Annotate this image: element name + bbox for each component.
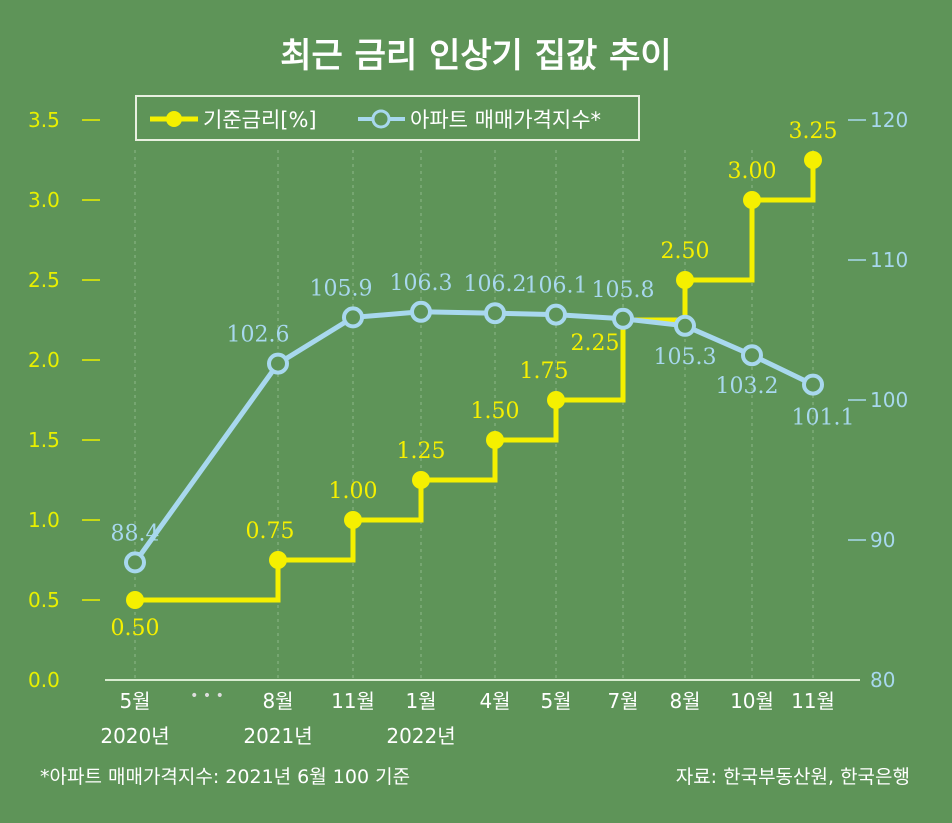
rate-data-label: 2.25 xyxy=(571,331,620,356)
left-tick-label: 1.5 xyxy=(28,428,60,452)
index-data-label: 102.6 xyxy=(227,323,290,348)
left-tick-label: 3.5 xyxy=(28,108,60,132)
index-point xyxy=(545,303,567,326)
axis-break-dots: • • • xyxy=(190,688,224,704)
rate-point xyxy=(412,471,430,489)
index-data-label: 106.3 xyxy=(390,271,453,296)
index-data-label: 101.1 xyxy=(792,406,855,431)
rate-step-line xyxy=(135,160,816,603)
left-tick-label: 3.0 xyxy=(28,188,60,212)
x-tick-label: 8월 xyxy=(262,689,293,713)
index-data-label: 105.3 xyxy=(654,345,717,370)
legend-index-marker xyxy=(371,109,391,129)
x-tick-label: 11월 xyxy=(791,689,835,713)
rate-point xyxy=(486,431,504,449)
index-line xyxy=(132,309,815,564)
source: 자료: 한국부동산원, 한국은행 xyxy=(675,766,910,788)
rate-point xyxy=(676,271,694,289)
rate-data-label: 0.50 xyxy=(111,616,160,641)
index-data-label: 106.2 xyxy=(464,272,527,297)
x-tick-label: 8월 xyxy=(669,689,700,713)
x-tick-label: 11월 xyxy=(331,689,375,713)
rate-data-label: 0.75 xyxy=(246,519,295,544)
right-tick-label: 100 xyxy=(870,388,908,412)
legend-rate-label: 기준금리[%] xyxy=(203,108,317,132)
index-point xyxy=(342,306,364,329)
rate-data-label: 3.00 xyxy=(728,159,777,184)
left-tick-label: 2.5 xyxy=(28,268,60,292)
left-tick-label: 1.0 xyxy=(28,508,60,532)
index-data-label: 103.2 xyxy=(716,374,779,399)
footnote: *아파트 매매가격지수: 2021년 6월 100 기준 xyxy=(40,766,411,788)
x-tick-label: 4월 xyxy=(479,689,510,713)
rate-point xyxy=(743,191,761,209)
index-data-label: 106.1 xyxy=(525,274,588,299)
legend-index-label: 아파트 매매가격지수* xyxy=(410,108,601,132)
right-tick-label: 120 xyxy=(870,108,908,132)
rate-point xyxy=(344,511,362,529)
rate-data-label: 1.25 xyxy=(397,439,446,464)
left-tick-label: 0.5 xyxy=(28,588,60,612)
year-label: 2020년 xyxy=(100,724,169,748)
legend xyxy=(135,95,640,141)
rate-data-label: 1.50 xyxy=(471,399,520,424)
rate-data-label: 2.50 xyxy=(661,239,710,264)
right-tick-label: 90 xyxy=(870,528,895,552)
x-tick-label: 7월 xyxy=(607,689,638,713)
index-data-label: 105.9 xyxy=(310,276,373,301)
year-label: 2021년 xyxy=(243,724,312,748)
rate-data-label: 1.75 xyxy=(520,359,569,384)
chart-title: 최근 금리 인상기 집값 추이 xyxy=(280,36,672,76)
rate-point xyxy=(547,391,565,409)
right-tick-label: 80 xyxy=(870,668,895,692)
x-tick-label: 5월 xyxy=(119,689,150,713)
index-point xyxy=(484,302,506,325)
index-point xyxy=(612,307,634,330)
x-tick-label: 5월 xyxy=(540,689,571,713)
index-point xyxy=(267,352,289,375)
rate-data-label: 1.00 xyxy=(329,479,378,504)
index-data-label: 105.8 xyxy=(592,278,655,303)
left-tick-label: 2.0 xyxy=(28,348,60,372)
x-tick-label: 1월 xyxy=(405,689,436,713)
rate-point xyxy=(269,551,287,569)
right-tick-label: 110 xyxy=(870,248,908,272)
rate-point xyxy=(804,151,822,169)
rate-point xyxy=(126,591,144,609)
left-tick-label: 0.0 xyxy=(28,668,60,692)
index-point xyxy=(410,300,432,323)
index-point xyxy=(674,314,696,337)
rate-data-label: 3.25 xyxy=(789,119,838,144)
index-point xyxy=(741,344,763,367)
index-point xyxy=(124,551,146,574)
legend-rate-marker xyxy=(166,111,182,127)
index-data-label: 88.4 xyxy=(111,521,160,546)
index-point xyxy=(802,373,824,396)
year-label: 2022년 xyxy=(386,724,455,748)
x-tick-label: 10월 xyxy=(730,689,774,713)
